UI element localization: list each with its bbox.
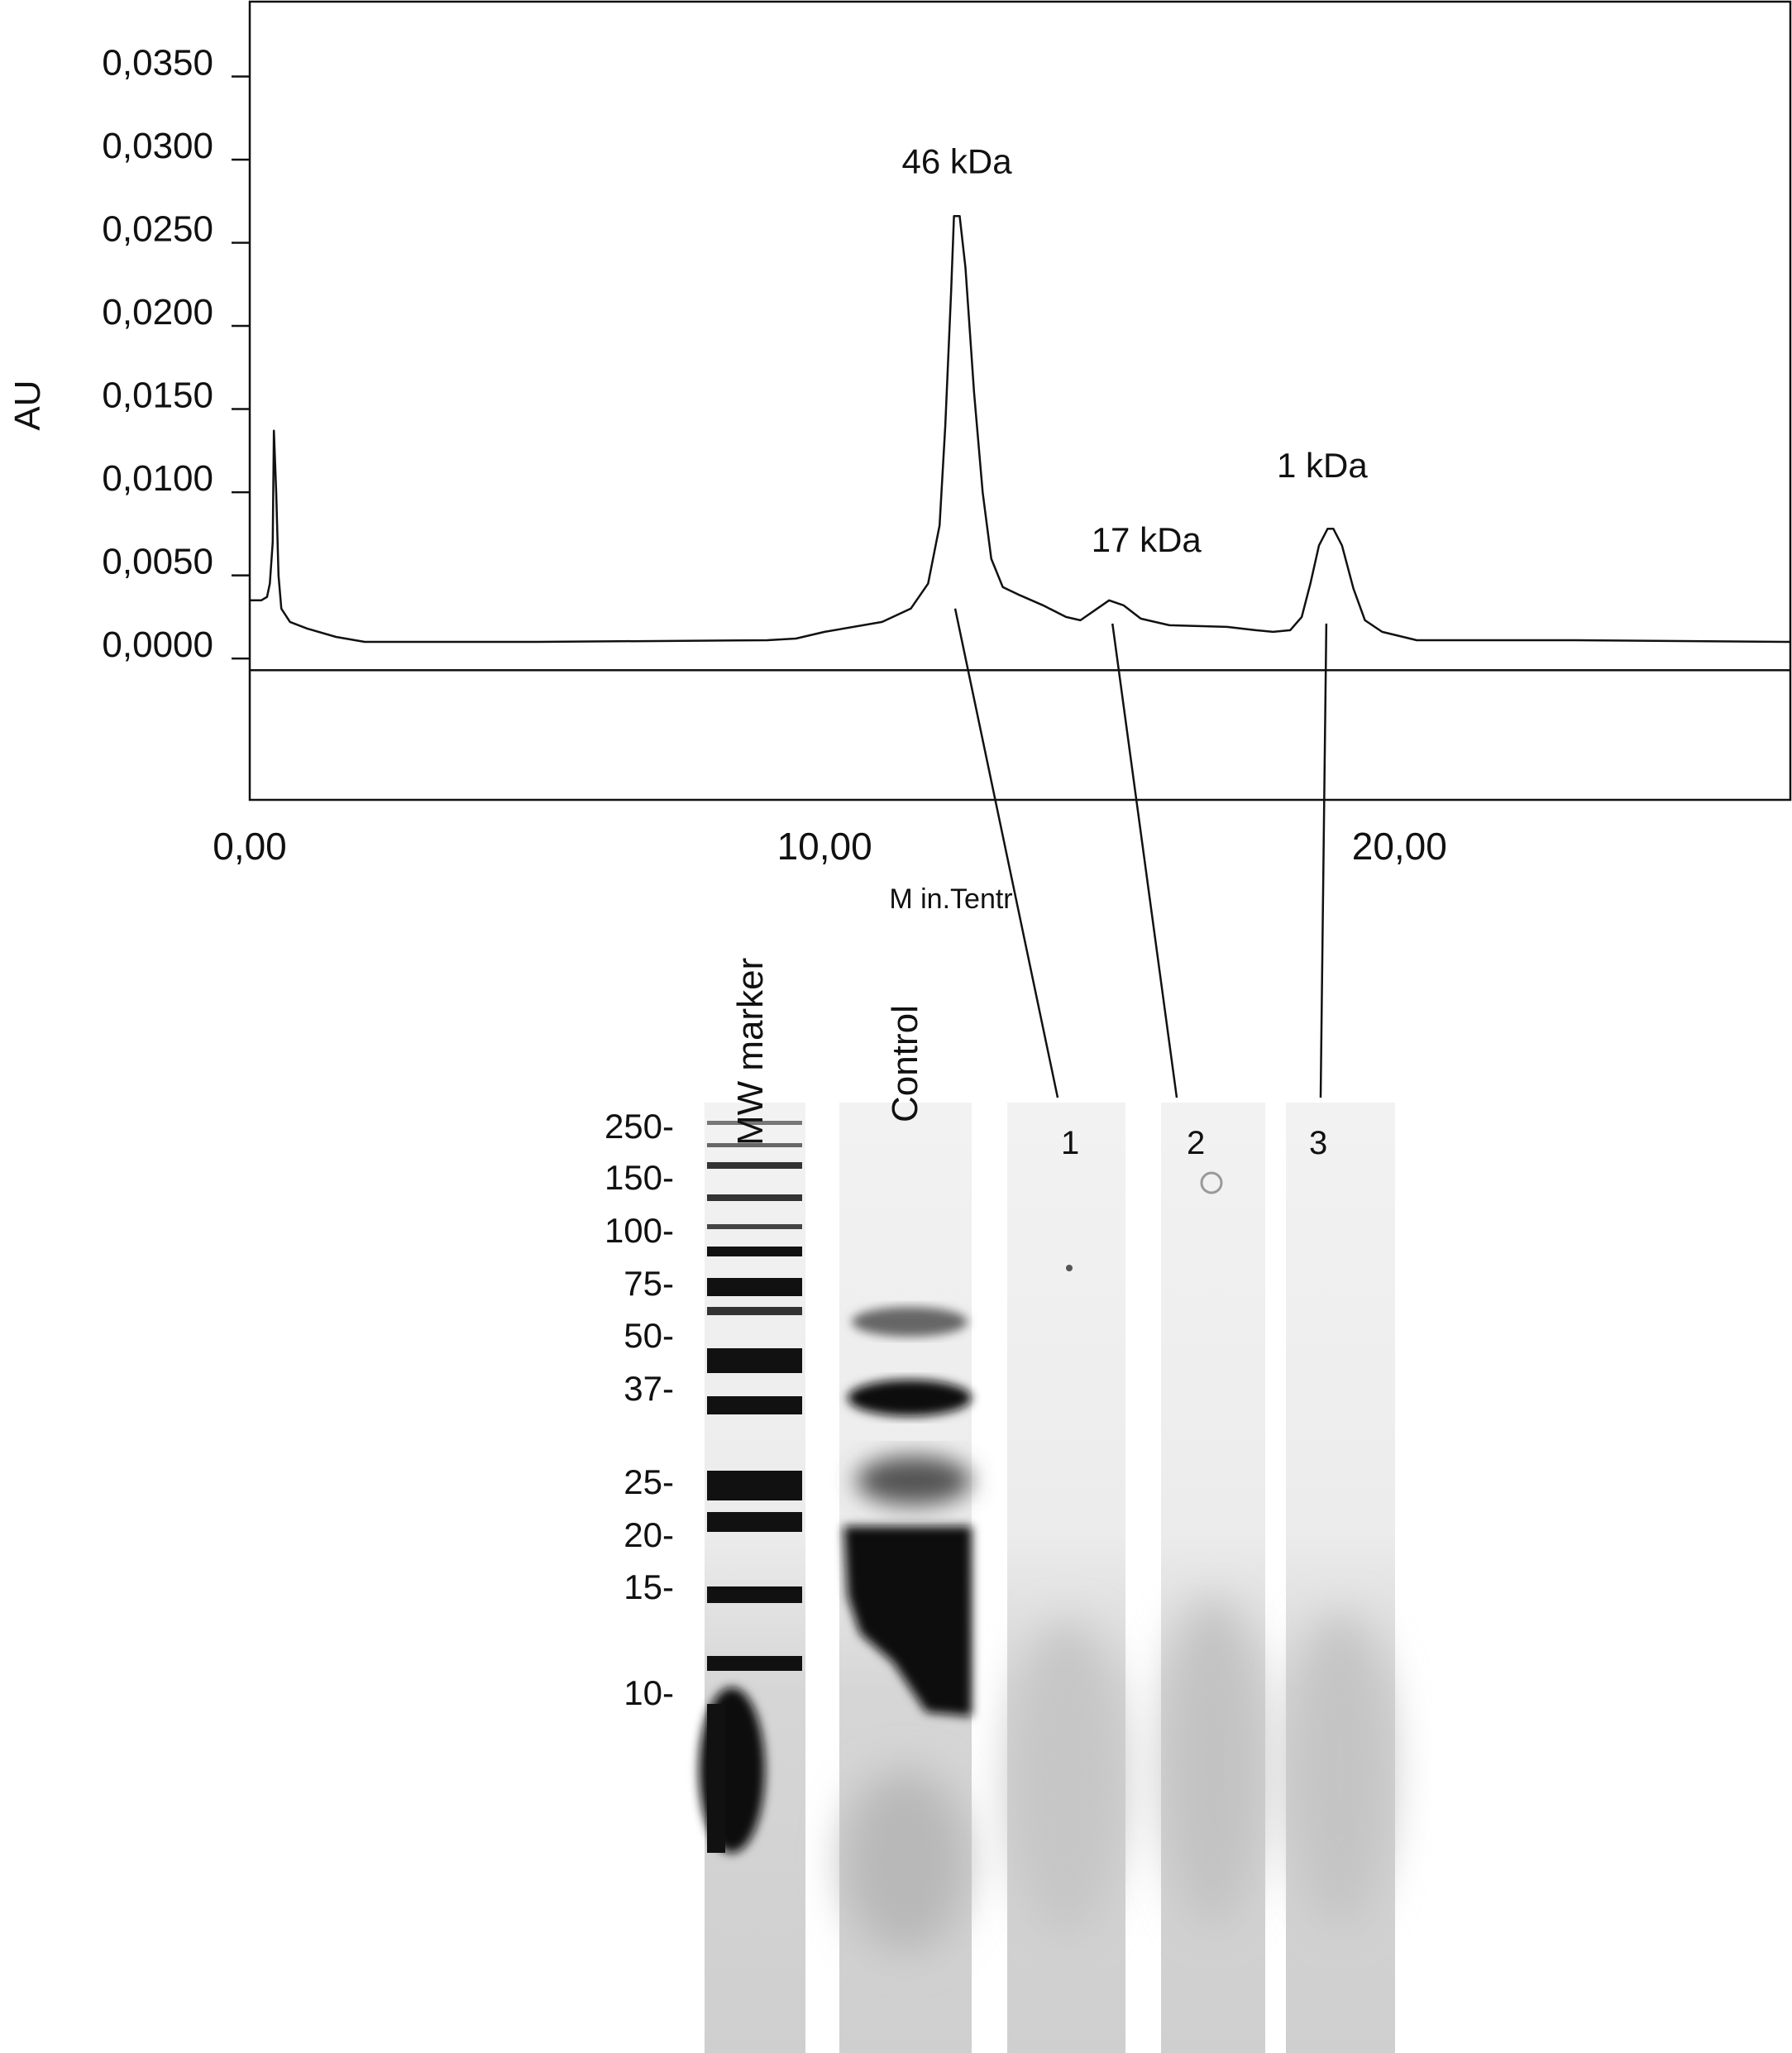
y-tick-label: 0,0050 [102,542,213,582]
y-tick-label: 0,0000 [102,625,213,665]
sds-page-gel: 250- 150- 100- 75- 50- 37- 25- 20- 15- 10- MW mar… [605,958,1395,2053]
y-tick-label: 0,0150 [102,376,213,416]
peak-to-lane-connectors [953,608,1328,1098]
mw-label: 150- [605,1158,674,1197]
absorbance-trace [250,215,1791,644]
gel-lane-marker [705,1103,805,2053]
connector-line [1111,623,1178,1098]
peak-label: 17 kDa [1092,520,1202,559]
lane-label-1: 1 [1061,1125,1079,1161]
mw-marker-labels: 250- 150- 100- 75- 50- 37- 25- 20- 15- 10- [605,1107,674,1712]
y-tick-label: 0,0200 [102,292,213,333]
mw-label: 250- [605,1107,674,1146]
x-tick-label: 0,00 [213,825,287,868]
mw-label: 25- [624,1462,674,1501]
connector-line [953,608,1059,1098]
control-bands [843,1307,972,1952]
sample-lane-smears [1009,1171,1392,1936]
lane-label-mw-marker: MW marker [730,958,771,1146]
y-tick-label: 0,0300 [102,126,213,166]
lane-label-3: 3 [1309,1125,1327,1161]
mw-label: 75- [624,1264,674,1303]
y-tick-label: 0,0250 [102,209,213,250]
connector-line [1319,623,1328,1098]
mw-label: 37- [624,1369,674,1408]
peak-labels: 46 kDa 17 kDa 1 kDa [901,141,1368,559]
lane-label-2: 2 [1187,1125,1205,1161]
x-axis-ticks: 0,00 10,00 20,00 [213,825,1447,868]
y-tick-label: 0,0100 [102,458,213,499]
y-axis-label: AU [7,380,48,430]
x-axis-label: M in.Tentr [889,883,1012,915]
plot-frame [248,0,1792,802]
mw-label: 20- [624,1515,674,1554]
mw-label: 15- [624,1567,674,1606]
peak-label: 46 kDa [901,141,1012,180]
x-tick-label: 10,00 [777,825,872,868]
x-tick-label: 20,00 [1352,825,1447,868]
mw-label: 10- [624,1673,674,1712]
mw-label: 50- [624,1316,674,1355]
y-axis-ticks: 0,0000 0,0050 0,0100 0,0150 0,0200 0,0250 0,03… [102,42,250,665]
y-tick-label: 0,0350 [102,42,213,83]
chromatogram-chart: 0,0000 0,0050 0,0100 0,0150 0,0200 0,0250 0,03… [7,0,1792,915]
mw-label: 100- [605,1211,674,1250]
peak-label: 1 kDa [1277,446,1368,485]
lane-label-control: Control [885,1005,925,1122]
marker-bands [699,1121,802,1853]
